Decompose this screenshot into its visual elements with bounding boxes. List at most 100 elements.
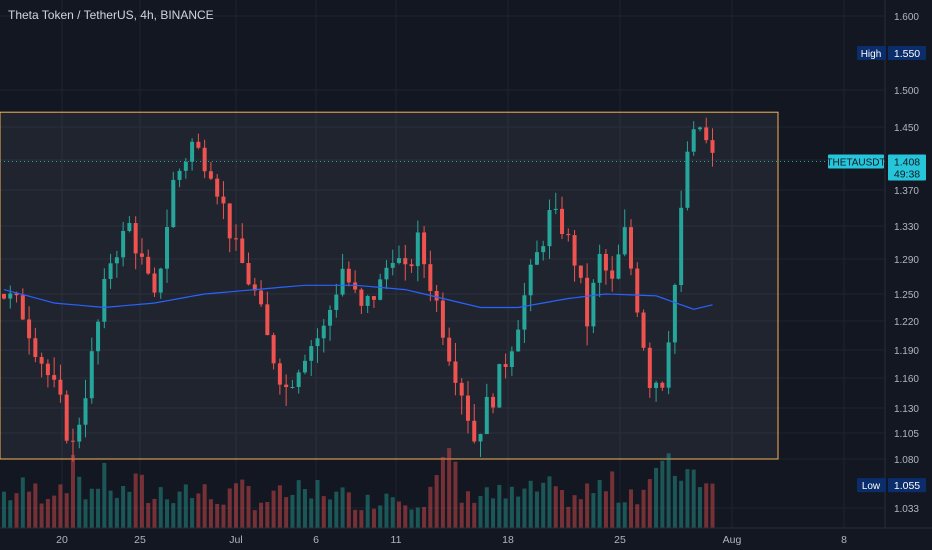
candle-body — [503, 364, 508, 367]
volume-bar — [378, 505, 383, 528]
candle-body — [378, 279, 383, 300]
candle-body — [146, 256, 151, 274]
price-tick-label: 1.130 — [894, 404, 919, 415]
volume-bar — [158, 487, 163, 528]
candle-body — [409, 264, 414, 267]
price-tick-label: 1.500 — [894, 86, 919, 97]
candle-body — [271, 335, 276, 364]
time-axis[interactable] — [0, 528, 932, 550]
volume-bar — [346, 492, 351, 528]
price-tick-label: 1.290 — [894, 255, 919, 266]
candle-body — [334, 294, 339, 310]
price-tick-label: 1.190 — [894, 346, 919, 357]
candle-body — [472, 420, 477, 442]
range-rectangle[interactable] — [0, 111, 779, 460]
candle-body — [158, 268, 163, 293]
candle-body — [39, 356, 44, 364]
price-axis[interactable] — [885, 0, 932, 528]
volume-bar — [70, 454, 75, 528]
volume-bar — [710, 483, 715, 528]
low-label-badge — [857, 478, 886, 493]
candle-body — [353, 282, 358, 290]
candle-body — [290, 386, 295, 388]
volume-bar — [139, 474, 144, 528]
volume-bar — [403, 505, 408, 528]
candle-body — [697, 127, 702, 130]
candle-body — [622, 227, 627, 255]
volume-bar — [459, 502, 464, 528]
candle-body — [77, 424, 82, 442]
volume-bar — [647, 479, 652, 528]
volume-bar — [146, 502, 151, 528]
volume-bar — [478, 495, 483, 528]
high-value: 1.550 — [894, 48, 920, 60]
candle-body — [127, 223, 132, 231]
volume-bar — [39, 503, 44, 528]
candle-body — [152, 273, 157, 293]
price-tick-label: 1.160 — [894, 374, 919, 385]
candle-body — [666, 342, 671, 388]
volume-bar — [309, 498, 314, 528]
volume-bar — [353, 509, 358, 528]
candle-body — [315, 338, 320, 347]
candle-body — [459, 382, 464, 396]
time-tick-label: 11 — [391, 534, 402, 546]
candle-body — [215, 178, 220, 197]
volume-bar — [277, 485, 282, 528]
volume-bar — [8, 500, 13, 528]
time-tick-label: 25 — [614, 534, 626, 546]
price-tick-label: 1.080 — [894, 455, 919, 466]
volume-bar — [534, 491, 539, 528]
volume-bar — [58, 484, 63, 528]
volume-bar — [334, 491, 339, 528]
candle-body — [64, 394, 69, 441]
candle-body — [58, 379, 63, 395]
candle-body — [202, 147, 207, 172]
volume-bar — [196, 493, 201, 528]
volume-bar — [14, 493, 19, 528]
volume-bar — [183, 484, 188, 528]
candle-body — [346, 268, 351, 283]
candle-body — [102, 278, 107, 322]
volume-bar — [252, 510, 257, 528]
candle-body — [491, 396, 496, 408]
time-tick-label: 6 — [313, 534, 319, 546]
volume-bar — [422, 506, 427, 528]
volume-bar — [472, 502, 477, 528]
time-tick-label: Jul — [229, 534, 242, 546]
volume-bar — [171, 503, 176, 528]
volume-bar — [233, 483, 238, 528]
volume-bar — [641, 489, 646, 528]
volume-bar — [108, 490, 113, 528]
symbol-badge — [828, 154, 884, 169]
candle-body — [121, 230, 126, 258]
volume-bar — [89, 488, 94, 528]
candle-body — [672, 284, 677, 343]
price-tick-label: 1.370 — [894, 186, 919, 197]
candle-body — [8, 293, 13, 299]
candle-body — [89, 351, 94, 399]
low-value: 1.055 — [894, 480, 920, 492]
volume-bar — [522, 488, 527, 528]
candle-body — [428, 264, 433, 291]
candle-body — [33, 338, 38, 357]
candle-body — [233, 238, 238, 240]
volume-bar — [328, 499, 333, 528]
candle-body — [196, 141, 201, 148]
candle-body — [302, 360, 307, 373]
price-tick-label: 1.250 — [894, 290, 919, 301]
volume-bar — [553, 486, 558, 528]
candle-body — [578, 265, 583, 278]
volume-bar — [102, 462, 107, 528]
candle-body — [528, 264, 533, 296]
time-tick-label: 18 — [502, 534, 514, 546]
price-tick-label: 1.600 — [894, 12, 919, 23]
candle-body — [603, 253, 608, 271]
candle-body — [20, 295, 25, 320]
volume-bar — [246, 486, 251, 528]
volume-bar — [240, 479, 245, 528]
candle-body — [610, 270, 615, 279]
volume-bar — [177, 491, 182, 528]
candle-body — [365, 296, 370, 306]
